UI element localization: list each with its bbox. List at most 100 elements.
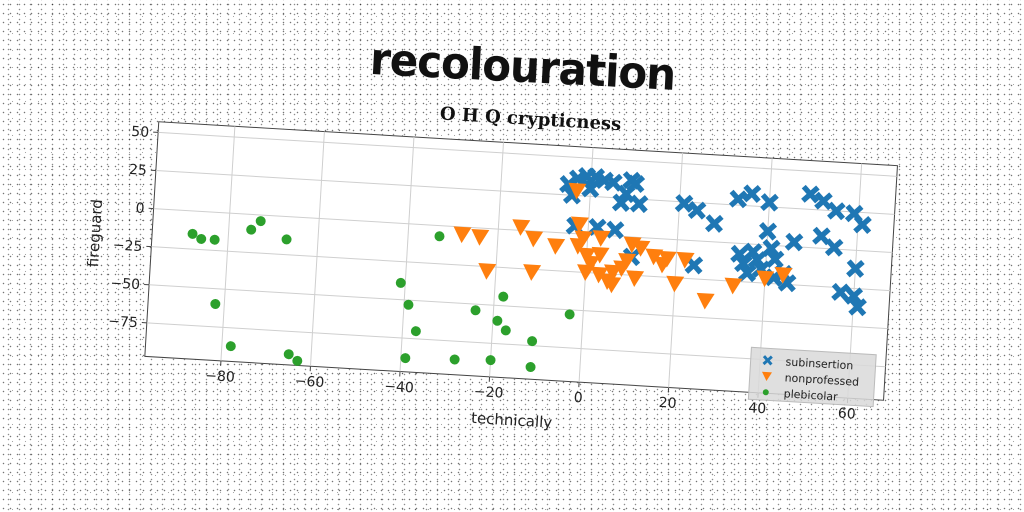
y-grid-line xyxy=(149,284,888,330)
data-point-nonprofessed xyxy=(724,277,743,295)
data-point-nonprofessed xyxy=(591,246,610,264)
data-point-plebicolar xyxy=(525,362,536,373)
data-point-subinsertion xyxy=(611,193,631,213)
data-point-nonprofessed xyxy=(525,230,544,248)
data-point-nonprofessed xyxy=(658,250,677,268)
legend-marker-nonprofessed xyxy=(761,371,772,382)
data-point-subinsertion xyxy=(812,226,831,246)
data-point-subinsertion xyxy=(824,238,844,257)
data-point-nonprofessed xyxy=(453,226,472,244)
data-point-subinsertion xyxy=(801,184,820,204)
x-tick-label: 60 xyxy=(837,406,856,423)
data-point-plebicolar xyxy=(403,299,414,310)
x-tick-label: 20 xyxy=(658,395,677,412)
legend-marker-plebicolar xyxy=(762,389,769,396)
data-point-plebicolar xyxy=(500,325,511,336)
legend-label-subinsertion: subinsertion xyxy=(785,355,853,372)
y-tick-label: 50 xyxy=(131,124,150,141)
data-point-plebicolar xyxy=(498,291,509,302)
data-point-subinsertion xyxy=(626,174,646,194)
legend-marker-subinsertion xyxy=(762,355,773,366)
data-point-plebicolar xyxy=(281,234,292,245)
data-point-plebicolar xyxy=(470,305,481,316)
x-tick-label: −40 xyxy=(384,379,414,397)
plot-area xyxy=(144,121,898,401)
tick-labels: −80 −60 −40 −20 0 20 40 60 50 25 0 −25 −50 −75 xyxy=(108,124,856,423)
data-point-subinsertion xyxy=(831,282,850,302)
data-point-subinsertion xyxy=(760,193,779,212)
data-point-plebicolar xyxy=(485,355,496,366)
y-tick-label: −25 xyxy=(112,237,142,255)
legend-box xyxy=(747,346,877,408)
data-point-plebicolar xyxy=(187,228,198,239)
data-point-subinsertion xyxy=(853,215,872,235)
data-point-subinsertion xyxy=(730,244,749,264)
data-point-subinsertion xyxy=(604,173,623,192)
data-point-subinsertion xyxy=(605,220,625,240)
y-tick-label: 25 xyxy=(129,162,148,179)
data-point-plebicolar xyxy=(527,336,538,347)
data-point-subinsertion xyxy=(784,232,804,252)
data-point-nonprofessed xyxy=(632,240,651,257)
data-point-plebicolar xyxy=(292,355,303,366)
data-point-plebicolar xyxy=(283,349,294,360)
data-point-nonprofessed xyxy=(590,266,609,284)
legend-label-nonprofessed: nonprofessed xyxy=(784,371,859,388)
data-point-subinsertion xyxy=(728,189,748,209)
chart-title: O H Q crypticness xyxy=(439,103,622,135)
data-point-nonprofessed xyxy=(756,270,775,288)
data-point-subinsertion xyxy=(738,263,757,283)
data-point-subinsertion xyxy=(827,201,846,221)
x-axis-label: technically xyxy=(471,409,553,432)
data-point-nonprofessed xyxy=(547,238,566,255)
data-point-subinsertion xyxy=(758,222,778,241)
data-point-nonprofessed xyxy=(512,219,531,236)
data-point-nonprofessed xyxy=(471,228,490,246)
x-tick-label: 0 xyxy=(573,390,583,407)
x-grid-line xyxy=(489,142,504,377)
chart-root: O H Q crypticness −80 −60 −40 −20 0 20 40 60 50 2… xyxy=(84,103,898,432)
data-point-nonprofessed xyxy=(570,216,589,234)
data-point-subinsertion xyxy=(629,194,649,214)
y-tick-label: −50 xyxy=(110,275,140,293)
data-point-plebicolar xyxy=(246,224,257,235)
data-point-subinsertion xyxy=(687,201,707,220)
y-tick-label: −75 xyxy=(108,314,138,332)
data-point-plebicolar xyxy=(395,277,406,288)
x-tick-label: −20 xyxy=(473,384,503,402)
x-grid-line xyxy=(399,136,415,372)
x-tick-label: −80 xyxy=(205,368,235,386)
data-point-subinsertion xyxy=(705,214,724,233)
data-point-plebicolar xyxy=(400,353,411,364)
data-point-plebicolar xyxy=(564,309,575,320)
x-grid-line xyxy=(220,126,236,361)
data-point-plebicolar xyxy=(434,231,445,242)
x-grid-line xyxy=(309,131,325,367)
data-point-nonprofessed xyxy=(592,230,611,247)
data-point-nonprofessed xyxy=(626,270,645,287)
data-point-plebicolar xyxy=(225,341,236,352)
y-tick-label: 0 xyxy=(135,201,145,218)
data-point-subinsertion xyxy=(846,259,865,278)
y-grid-line xyxy=(158,131,897,177)
data-point-plebicolar xyxy=(209,234,220,245)
data-point-subinsertion xyxy=(742,184,762,204)
data-point-nonprofessed xyxy=(774,266,793,284)
data-point-plebicolar xyxy=(255,216,266,227)
x-tick-label: −60 xyxy=(294,373,324,391)
series-nonprofessed xyxy=(453,182,793,310)
y-axis-label: fireguard xyxy=(84,199,106,268)
data-point-plebicolar xyxy=(492,315,503,326)
data-point-plebicolar xyxy=(410,326,421,337)
data-point-nonprofessed xyxy=(523,264,542,281)
series-plebicolar xyxy=(187,216,575,373)
data-point-nonprofessed xyxy=(582,255,601,273)
data-point-plebicolar xyxy=(449,354,460,365)
data-point-nonprofessed xyxy=(618,252,637,270)
data-point-subinsertion xyxy=(761,239,781,258)
data-point-subinsertion xyxy=(848,297,867,317)
x-grid-line xyxy=(668,152,684,388)
data-point-plebicolar xyxy=(196,233,207,244)
data-point-subinsertion xyxy=(765,249,785,269)
